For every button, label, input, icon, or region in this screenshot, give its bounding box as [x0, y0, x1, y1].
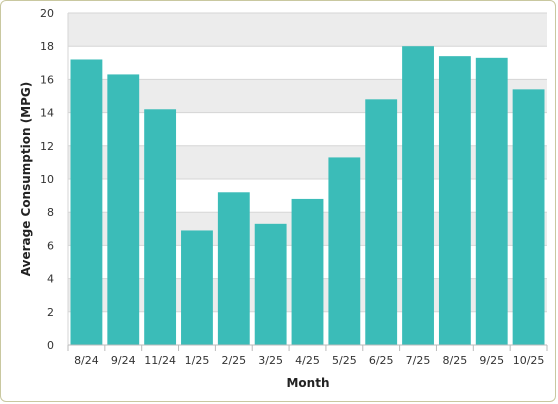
y-tick-label: 20	[40, 7, 54, 20]
bars	[70, 46, 545, 346]
x-tick-label: 3/25	[258, 354, 283, 367]
y-tick-label: 16	[40, 73, 54, 86]
bar	[254, 223, 287, 345]
y-tick-label: 14	[40, 107, 54, 120]
x-tick-label: 10/25	[513, 354, 545, 367]
bar	[512, 89, 545, 345]
x-tick-label: 8/25	[443, 354, 468, 367]
x-tick-label: 8/24	[74, 354, 99, 367]
bar	[291, 198, 324, 345]
x-tick-labels: 8/24 9/24 11/24 1/25 2/25 3/25 4/25 5/25 6/25 7/2…	[67, 344, 548, 367]
x-tick-label: 9/24	[111, 354, 136, 367]
bar	[107, 74, 140, 346]
y-tick-label: 4	[47, 273, 54, 286]
y-tick-label: 8	[47, 206, 54, 219]
bar	[365, 99, 398, 345]
x-tick-label: 5/25	[332, 354, 357, 367]
x-tick-label: 2/25	[221, 354, 246, 367]
bar	[328, 157, 361, 345]
bar	[144, 109, 177, 345]
x-tick-label: 9/25	[479, 354, 504, 367]
y-axis-title: Average Consumption (MPG)	[19, 82, 33, 276]
y-tick-label: 12	[40, 140, 54, 153]
y-tick-label: 6	[47, 239, 54, 252]
grid-band	[68, 145, 547, 179]
bar	[438, 56, 471, 345]
x-tick-label: 11/24	[144, 354, 176, 367]
y-tick-label: 0	[47, 339, 54, 352]
bar	[475, 57, 508, 345]
x-tick-label: 6/25	[369, 354, 394, 367]
x-axis-title: Month	[286, 376, 329, 390]
bar	[70, 59, 103, 345]
bar	[217, 192, 250, 345]
grid-band	[68, 79, 547, 113]
y-tick-label: 18	[40, 40, 54, 53]
y-tick-label: 2	[47, 306, 54, 319]
x-tick-label: 4/25	[295, 354, 320, 367]
grid-band	[68, 13, 547, 47]
bar	[181, 230, 213, 345]
bar	[402, 46, 434, 345]
x-tick-label: 1/25	[185, 354, 210, 367]
y-tick-labels: 0 2 4 6 8 10 12 14 16 18 20	[40, 7, 54, 352]
y-tick-label: 10	[40, 173, 54, 186]
x-tick-label: 7/25	[406, 354, 431, 367]
